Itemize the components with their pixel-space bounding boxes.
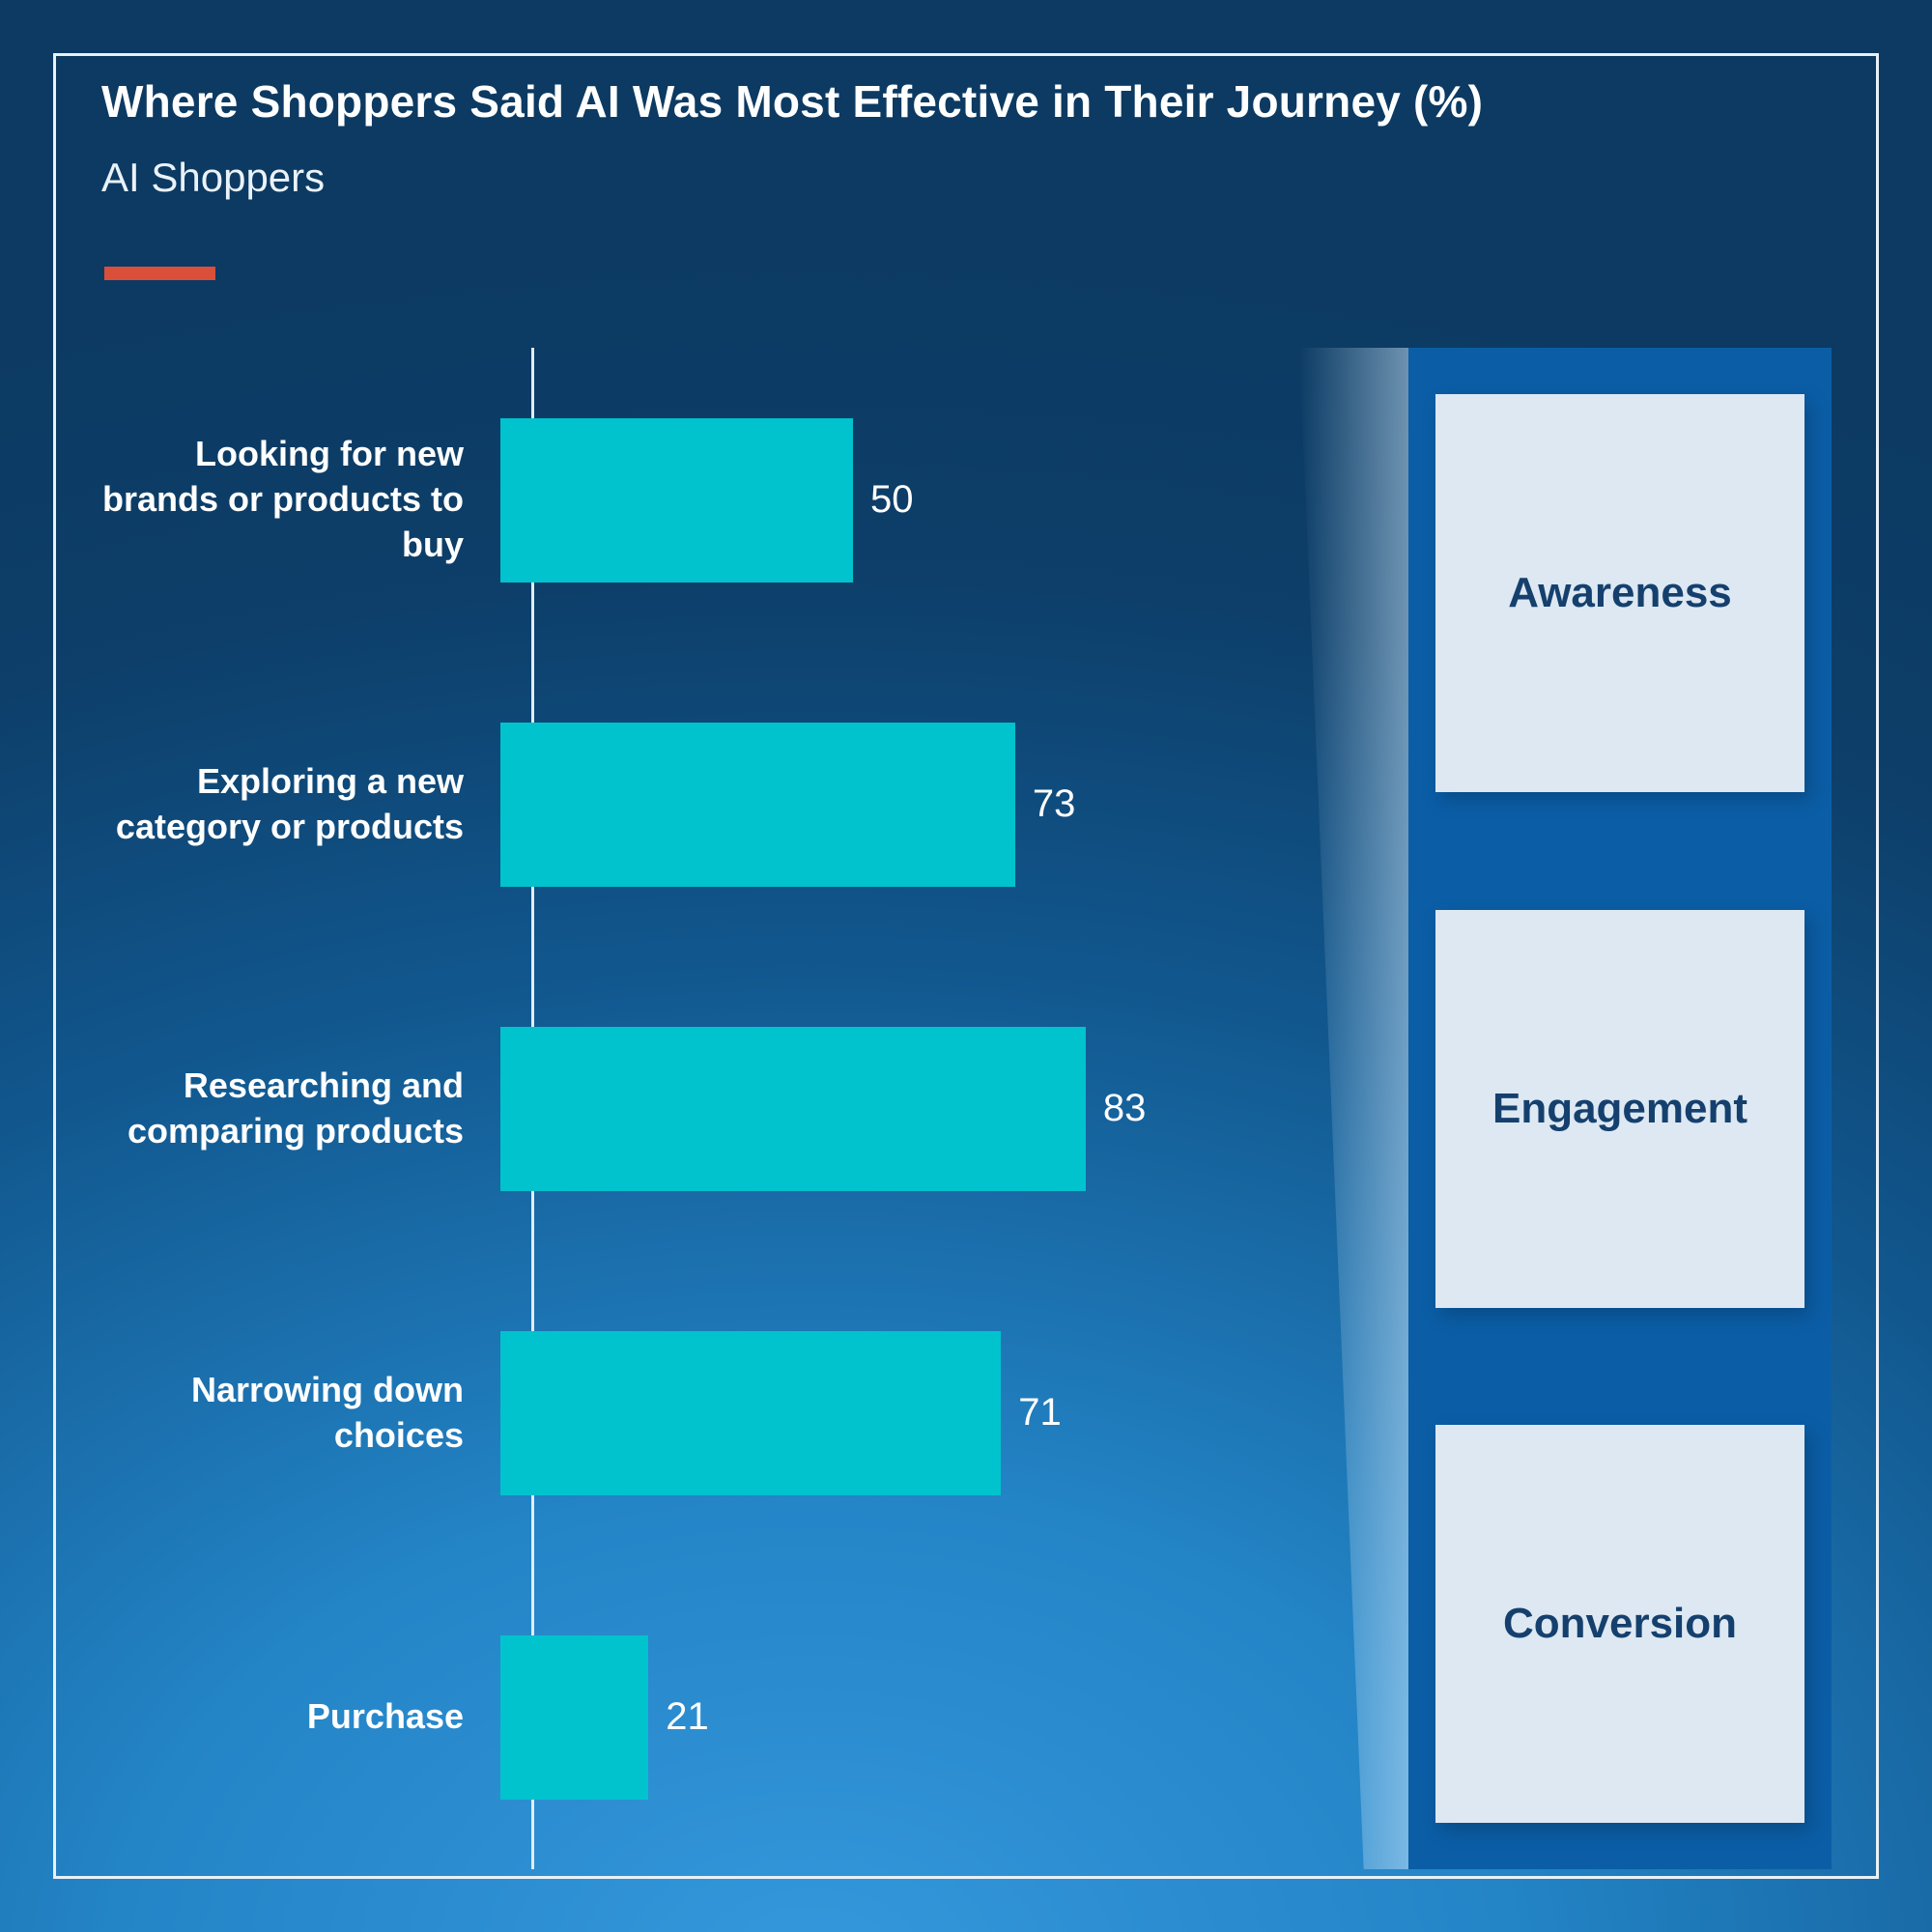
bar — [500, 722, 1015, 887]
category-label: Narrowing down choices — [191, 1369, 464, 1455]
category-label: Exploring a new category or products — [115, 760, 464, 846]
chart-header: Where Shoppers Said AI Was Most Effectiv… — [101, 75, 1483, 201]
bar — [500, 417, 853, 582]
bar-track: 71 — [500, 1330, 1206, 1495]
category-label: Researching and comparing products — [127, 1065, 464, 1151]
bar-track: 73 — [500, 722, 1206, 887]
stage-label: Engagement — [1492, 1084, 1748, 1132]
bar-row: Researching and comparing products 83 — [97, 956, 1314, 1261]
bar-track: 50 — [500, 417, 1206, 582]
bar — [500, 1634, 649, 1800]
value-label: 73 — [1032, 782, 1076, 825]
chart-frame-border — [53, 53, 1879, 1879]
category-label: Looking for new brands or products to bu… — [101, 434, 464, 564]
stage-label: Awareness — [1508, 569, 1732, 616]
bar-row: Looking for new brands or products to bu… — [97, 348, 1314, 652]
bar-track: 83 — [500, 1026, 1206, 1191]
value-label: 71 — [1018, 1391, 1062, 1434]
chart-title: Where Shoppers Said AI Was Most Effectiv… — [101, 76, 1484, 127]
stage-box: Engagement — [1435, 909, 1804, 1308]
bar-row: Narrowing down choices 71 — [97, 1261, 1314, 1565]
value-label: 83 — [1102, 1087, 1147, 1129]
value-label: 21 — [666, 1695, 709, 1738]
stage-box: Awareness — [1435, 394, 1804, 792]
bar-row: Purchase 21 — [97, 1565, 1314, 1869]
accent-underline — [104, 267, 215, 280]
bar — [500, 1026, 1086, 1191]
value-label: 50 — [870, 478, 914, 521]
category-label: Purchase — [306, 1696, 464, 1737]
chart-subtitle: AI Shoppers — [101, 155, 326, 200]
stage-box: Conversion — [1435, 1425, 1804, 1823]
bar-chart: Looking for new brands or products to bu… — [97, 348, 1314, 1869]
journey-stage-panel: Awareness Engagement Conversion — [1408, 348, 1832, 1869]
bar-rows-container: Looking for new brands or products to bu… — [97, 348, 1314, 1869]
bar — [500, 1330, 1002, 1495]
bar-row: Exploring a new category or products 73 — [97, 652, 1314, 956]
bar-track: 21 — [500, 1634, 1206, 1800]
stage-label: Conversion — [1502, 1600, 1738, 1647]
